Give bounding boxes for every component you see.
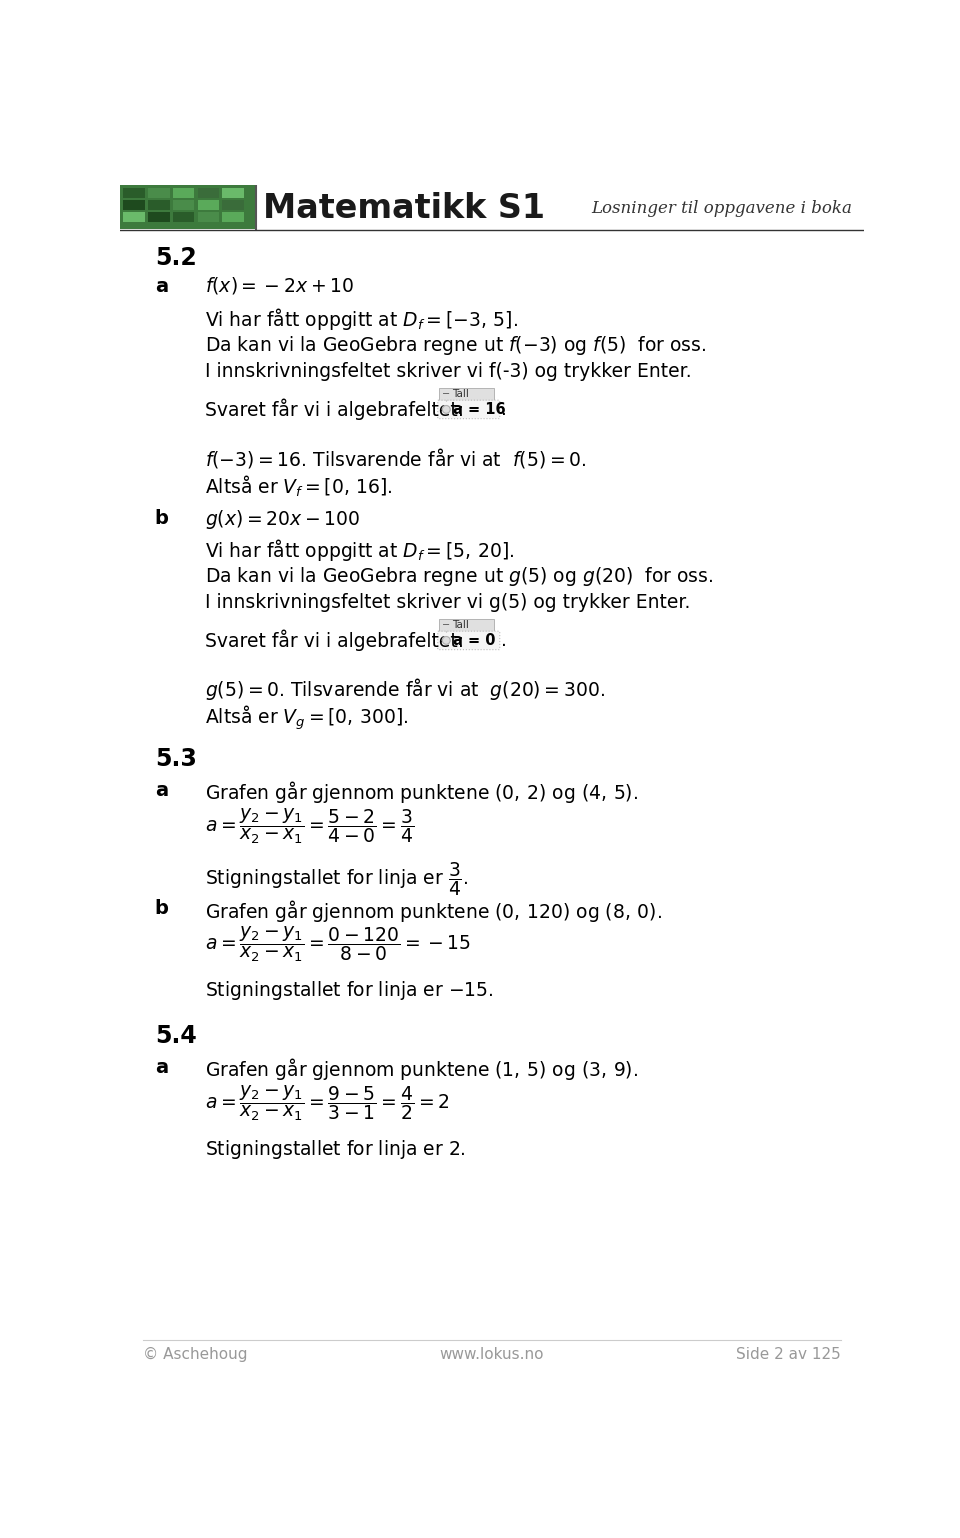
Text: .: . xyxy=(500,631,507,651)
Text: a: a xyxy=(155,1058,168,1077)
Text: Vi har fått oppgitt at $D_f =\left[-3,\,5\right]$.: Vi har fått oppgitt at $D_f =\left[-3,\,… xyxy=(205,306,518,332)
Text: a: a xyxy=(155,277,168,295)
FancyBboxPatch shape xyxy=(173,212,194,223)
Text: Altså er $V_f =\left[0,\,16\right]$.: Altså er $V_f =\left[0,\,16\right]$. xyxy=(205,474,393,500)
FancyBboxPatch shape xyxy=(439,388,494,400)
FancyBboxPatch shape xyxy=(123,212,145,223)
Text: © Aschehoug: © Aschehoug xyxy=(143,1347,248,1363)
Text: Grafen går gjennom punktene $(1,\,5)$ og $(3,\,9)$.: Grafen går gjennom punktene $(1,\,5)$ og… xyxy=(205,1057,638,1083)
Text: Stigningstallet for linja er $2$.: Stigningstallet for linja er $2$. xyxy=(205,1138,467,1161)
FancyBboxPatch shape xyxy=(438,631,500,649)
Text: b: b xyxy=(155,900,169,918)
Circle shape xyxy=(443,637,450,644)
Text: Da kan vi la GeoGebra regne ut $f(-3)$ og $f(5)$  for oss.: Da kan vi la GeoGebra regne ut $f(-3)$ o… xyxy=(205,334,707,357)
Circle shape xyxy=(443,406,450,414)
FancyBboxPatch shape xyxy=(120,185,864,229)
FancyBboxPatch shape xyxy=(223,200,244,211)
Text: −: − xyxy=(443,389,450,398)
Text: 5.4: 5.4 xyxy=(155,1024,197,1047)
Text: Altså er $V_g =\left[0,\,300\right]$.: Altså er $V_g =\left[0,\,300\right]$. xyxy=(205,703,409,732)
Text: Tall: Tall xyxy=(452,389,469,398)
Text: −: − xyxy=(443,620,450,631)
Text: Grafen går gjennom punktene $(0,\,120)$ og $(8,\,0)$.: Grafen går gjennom punktene $(0,\,120)$ … xyxy=(205,898,662,924)
Text: b: b xyxy=(155,509,169,529)
FancyBboxPatch shape xyxy=(173,188,194,198)
FancyBboxPatch shape xyxy=(120,185,255,229)
FancyBboxPatch shape xyxy=(198,188,219,198)
Text: a = 0: a = 0 xyxy=(453,634,495,647)
Text: $g(5) = 0$. Tilsvarende får vi at  $g(20) = 300$.: $g(5) = 0$. Tilsvarende får vi at $g(20)… xyxy=(205,675,605,701)
Text: Grafen går gjennom punktene $(0,\,2)$ og $(4,\,5)$.: Grafen går gjennom punktene $(0,\,2)$ og… xyxy=(205,780,638,804)
Text: Svaret får vi i algebrafeltet:: Svaret får vi i algebrafeltet: xyxy=(205,629,465,651)
FancyBboxPatch shape xyxy=(438,400,500,418)
Text: Vi har fått oppgitt at $D_f =\left[5,\,20\right]$.: Vi har fått oppgitt at $D_f =\left[5,\,2… xyxy=(205,537,515,563)
Text: I innskrivningsfeltet skriver vi g(5) og trykker Enter.: I innskrivningsfeltet skriver vi g(5) og… xyxy=(205,592,690,612)
FancyBboxPatch shape xyxy=(148,212,170,223)
Text: $f(-3) = 16$. Tilsvarende får vi at  $f(5) = 0$.: $f(-3) = 16$. Tilsvarende får vi at $f(5… xyxy=(205,446,587,471)
Text: I innskrivningsfeltet skriver vi f(-3) og trykker Enter.: I innskrivningsfeltet skriver vi f(-3) o… xyxy=(205,361,692,381)
FancyBboxPatch shape xyxy=(123,188,145,198)
Text: a = 16: a = 16 xyxy=(453,401,506,417)
Text: Tall: Tall xyxy=(452,620,469,631)
FancyBboxPatch shape xyxy=(198,200,219,211)
Text: $g(x) = 20x-100$: $g(x) = 20x-100$ xyxy=(205,508,360,531)
FancyBboxPatch shape xyxy=(198,212,219,223)
FancyBboxPatch shape xyxy=(123,200,145,211)
Text: .: . xyxy=(500,400,507,418)
FancyBboxPatch shape xyxy=(439,618,494,631)
Text: 5.3: 5.3 xyxy=(155,746,197,771)
Text: Svaret får vi i algebrafeltet:: Svaret får vi i algebrafeltet: xyxy=(205,398,465,420)
FancyBboxPatch shape xyxy=(223,212,244,223)
Text: Stigningstallet for linja er $-15$.: Stigningstallet for linja er $-15$. xyxy=(205,980,493,1003)
Text: $f(x) = -2x+10$: $f(x) = -2x+10$ xyxy=(205,275,354,297)
Text: Stigningstallet for linja er $\dfrac{3}{4}$.: Stigningstallet for linja er $\dfrac{3}{… xyxy=(205,861,468,898)
Text: Matematikk S1: Matematikk S1 xyxy=(263,192,545,225)
FancyBboxPatch shape xyxy=(148,188,170,198)
Text: www.lokus.no: www.lokus.no xyxy=(440,1347,544,1363)
FancyBboxPatch shape xyxy=(223,188,244,198)
Text: $a = \dfrac{y_2-y_1}{x_2-x_1} = \dfrac{9-5}{3-1} = \dfrac{4}{2} = 2$: $a = \dfrac{y_2-y_1}{x_2-x_1} = \dfrac{9… xyxy=(205,1084,449,1123)
Text: $a = \dfrac{y_2-y_1}{x_2-x_1} = \dfrac{5-2}{4-0} = \dfrac{3}{4}$: $a = \dfrac{y_2-y_1}{x_2-x_1} = \dfrac{5… xyxy=(205,807,415,846)
Text: $a = \dfrac{y_2-y_1}{x_2-x_1} = \dfrac{0-120}{8-0} = -15$: $a = \dfrac{y_2-y_1}{x_2-x_1} = \dfrac{0… xyxy=(205,926,471,964)
Text: 5.2: 5.2 xyxy=(155,246,197,271)
Text: a: a xyxy=(155,781,168,800)
Text: Side 2 av 125: Side 2 av 125 xyxy=(736,1347,841,1363)
FancyBboxPatch shape xyxy=(173,200,194,211)
Text: Losninger til oppgavene i boka: Losninger til oppgavene i boka xyxy=(591,200,852,217)
FancyBboxPatch shape xyxy=(148,200,170,211)
Text: Da kan vi la GeoGebra regne ut $g(5)$ og $g(20)$  for oss.: Da kan vi la GeoGebra regne ut $g(5)$ og… xyxy=(205,564,713,588)
